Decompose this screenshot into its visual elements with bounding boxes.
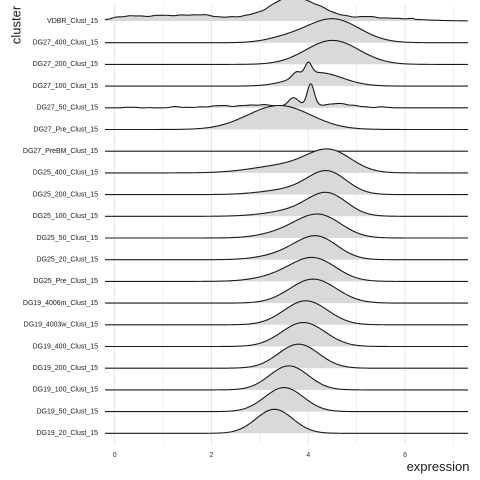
category-label: DG19_20_Clust_15: [37, 430, 99, 437]
ridge-line: [105, 170, 468, 196]
ridge-line: [105, 148, 468, 174]
ridge-line: [105, 191, 468, 217]
ridge-line: [105, 365, 468, 391]
category-label: DG25_100_Clust_15: [33, 213, 98, 220]
ridge-DG27_Pre_Clust_15: [105, 104, 468, 131]
ridge-area: [105, 18, 468, 43]
ridge-VDBR_Clust_15: [104, 0, 469, 22]
ridge-DG27_50_Clust_15: [104, 83, 468, 109]
ridge-DG19_4006m_Clust_15: [105, 278, 468, 304]
ridge-area: [105, 170, 468, 195]
category-label: DG27_Pre_Clust_15: [33, 126, 98, 133]
ridge-DG25_20_Clust_15: [105, 235, 468, 261]
ridge-area: [105, 40, 468, 65]
category-label: DG27_50_Clust_15: [37, 105, 99, 112]
category-label: VDBR_Clust_15: [47, 18, 98, 25]
category-label: DG27_200_Clust_15: [33, 61, 98, 68]
ridge-line: [105, 343, 468, 369]
category-label: DG19_100_Clust_15: [33, 387, 98, 394]
ridge-area: [105, 105, 468, 130]
x-tick-label: 0: [113, 452, 117, 459]
category-labels: VDBR_Clust_15 DG27_400_Clust_15 DG27_200_C…: [23, 18, 98, 437]
ridge-DG27_100_Clust_15: [105, 61, 468, 87]
ridge-area: [105, 192, 468, 217]
category-label: DG25_200_Clust_15: [33, 191, 98, 198]
ridge-line: [105, 235, 468, 261]
ridge-line: [104, 83, 468, 109]
y-axis-title: cluster: [8, 5, 23, 44]
category-label: DG19_400_Clust_15: [33, 343, 98, 350]
ridge-DG19_400_Clust_15: [105, 321, 468, 348]
ridge-area: [105, 409, 468, 434]
ridge-line: [105, 39, 468, 65]
ridge-line: [105, 300, 468, 326]
category-label: DG27_400_Clust_15: [33, 40, 98, 47]
ridge-line: [105, 104, 468, 131]
category-label: DG19_50_Clust_15: [37, 408, 99, 415]
ridge-area: [105, 387, 468, 412]
category-label: DG19_200_Clust_15: [33, 365, 98, 372]
ridge-line: [105, 321, 468, 348]
category-label: DG27_PreBM_Clust_15: [23, 148, 98, 155]
ridge-line: [105, 408, 468, 434]
ridge-DG19_50_Clust_15: [105, 387, 468, 413]
ridge-DG25_Pre_Clust_15: [105, 256, 468, 282]
ridge-DG19_20_Clust_15: [105, 408, 468, 434]
ridge-DG25_400_Clust_15: [105, 148, 468, 174]
ridge-DG27_200_Clust_15: [105, 39, 468, 65]
category-label: DG27_100_Clust_15: [33, 83, 98, 90]
x-tick-labels: 0 2 4 6: [113, 452, 407, 459]
ridge-area: [105, 257, 468, 282]
ridge-area: [105, 300, 468, 325]
category-label: DG25_400_Clust_15: [33, 170, 98, 177]
ridge-line: [105, 61, 468, 87]
ridge-DG27_400_Clust_15: [105, 18, 468, 44]
ridge-area: [105, 0, 468, 21]
ridge-DG25_50_Clust_15: [105, 213, 468, 239]
category-label: DG25_20_Clust_15: [37, 257, 99, 264]
ridge-DG19_4003w_Clust_15: [105, 300, 468, 326]
ridge-line: [105, 18, 468, 44]
x-tick-label: 2: [210, 452, 214, 459]
ridge-line: [105, 387, 468, 413]
ridge-area: [105, 83, 468, 108]
category-label: DG19_4006m_Clust_15: [23, 300, 98, 307]
ridge-area: [105, 344, 468, 369]
ridge-DG19_200_Clust_15: [105, 343, 468, 369]
ridge-area: [105, 322, 468, 347]
ridge-line: [105, 256, 468, 282]
ridge-DG19_100_Clust_15: [105, 365, 468, 391]
ridge-line: [105, 278, 468, 304]
ridge-area: [105, 365, 468, 390]
x-tick-label: 4: [306, 452, 310, 459]
category-label: DG25_50_Clust_15: [37, 235, 99, 242]
category-label: DG19_4003w_Clust_15: [24, 322, 98, 329]
ridge-line: [105, 213, 468, 239]
ridge-DG25_200_Clust_15: [105, 170, 468, 196]
category-label: DG25_Pre_Clust_15: [33, 278, 98, 285]
x-tick-label: 6: [403, 452, 407, 459]
ridge-layer: [104, 0, 469, 434]
ridge-area: [105, 148, 468, 173]
ridge-area: [105, 62, 468, 87]
ridge-line: [104, 0, 469, 22]
ridge-DG25_100_Clust_15: [105, 191, 468, 217]
x-axis-title: expression: [407, 459, 470, 474]
